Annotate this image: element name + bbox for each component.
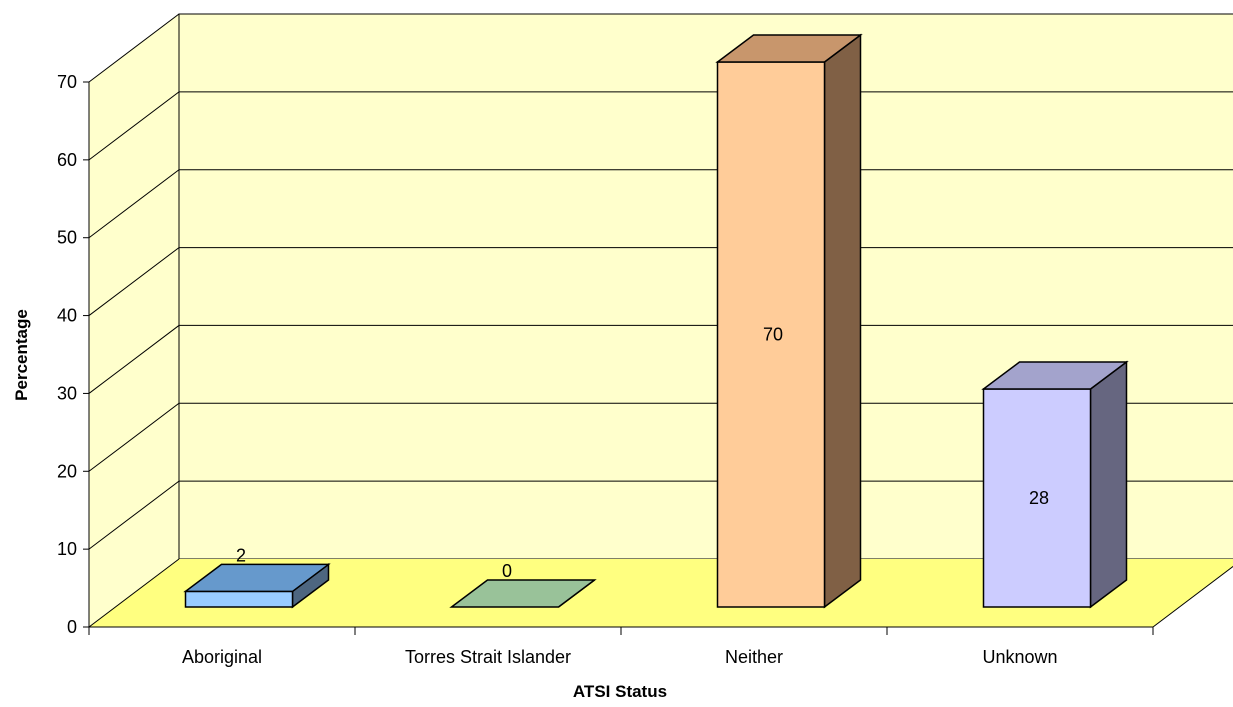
x-tick-label: Torres Strait Islander	[405, 647, 571, 667]
bar-top	[715, 34, 863, 63]
y-axis-title: Percentage	[12, 309, 31, 401]
labels: Aboriginal 2 Torres Strait Islander 0 Neithe…	[182, 325, 1058, 668]
chart-walls	[89, 13, 1233, 627]
bar-top	[183, 563, 331, 593]
bar-front	[716, 61, 826, 608]
data-label: 70	[763, 325, 783, 345]
bar	[981, 360, 1129, 609]
floor	[89, 559, 1233, 627]
data-label: 0	[502, 561, 512, 581]
bar	[715, 33, 863, 609]
bar	[183, 562, 331, 609]
x-tick-label: Unknown	[982, 647, 1057, 667]
bar-side	[1089, 360, 1128, 609]
x-tick-label: Neither	[725, 647, 783, 667]
bar-front	[184, 590, 294, 608]
data-label: 2	[236, 545, 246, 565]
y-tick-label: 60	[57, 150, 77, 170]
data-label: 28	[1029, 488, 1049, 508]
bar-side	[823, 33, 862, 609]
bar-top	[449, 579, 597, 608]
floor-edge-right	[1152, 565, 1233, 628]
bar	[449, 579, 597, 608]
y-tick-label: 10	[57, 539, 77, 559]
y-tick-label: 0	[67, 617, 77, 637]
bars	[183, 33, 1129, 609]
side-wall	[89, 14, 179, 627]
x-axis-title: ATSI Status	[573, 682, 667, 701]
y-tick-label: 50	[57, 228, 77, 248]
x-tick-label: Aboriginal	[182, 647, 262, 667]
y-tick-label: 70	[57, 72, 77, 92]
y-tick-label: 40	[57, 306, 77, 326]
y-tick-label: 30	[57, 383, 77, 403]
floor-edge-left	[88, 558, 180, 628]
y-tick-label: 20	[57, 461, 77, 481]
bar-top	[981, 361, 1129, 390]
